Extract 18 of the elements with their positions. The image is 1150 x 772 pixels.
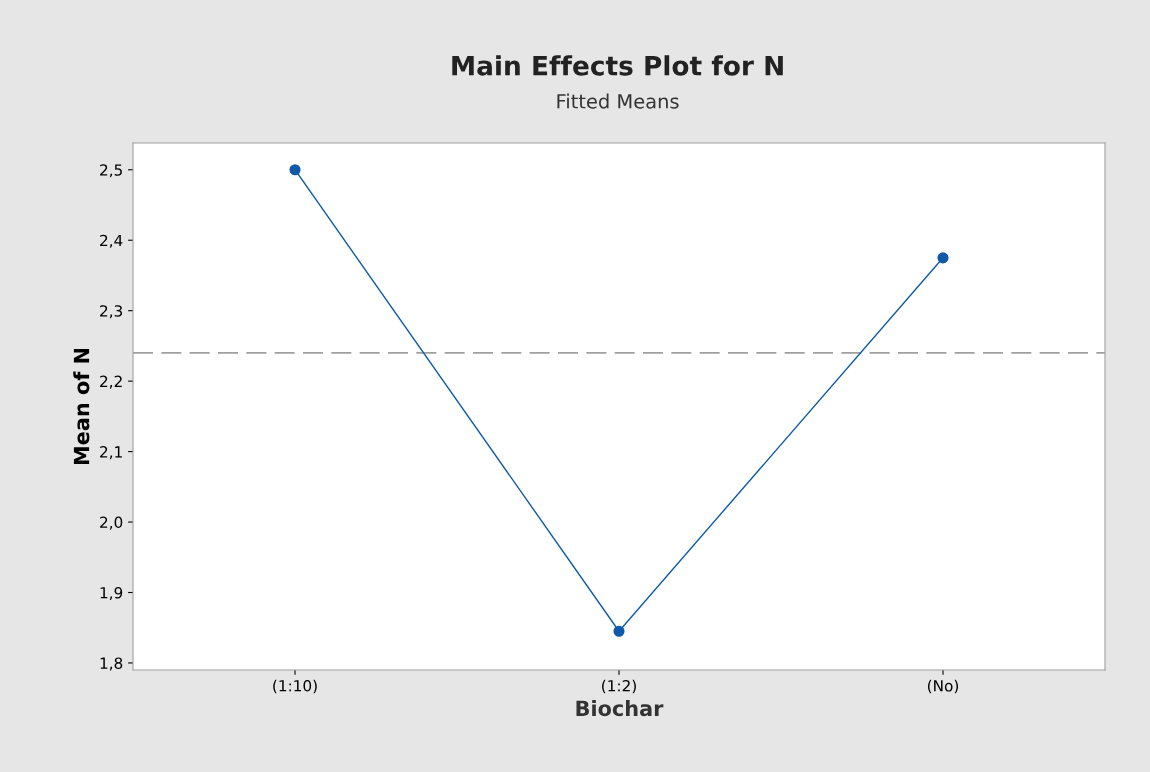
y-tick-label: 2,5 — [100, 164, 122, 178]
y-axis-title: Mean of N — [73, 348, 90, 465]
y-tick-label: 2,2 — [100, 375, 122, 389]
y-tick-label: 2,4 — [100, 234, 123, 248]
y-tick-label: 2,3 — [100, 305, 123, 319]
x-axis-title: Biochar — [576, 700, 664, 717]
y-tick-label: 2,0 — [100, 516, 123, 530]
x-tick-label: (1:2) — [602, 679, 636, 694]
point — [289, 164, 301, 176]
y-tick-label: 2,1 — [100, 446, 122, 460]
chart-title: Main Effects Plot for N — [452, 55, 783, 76]
point — [937, 252, 949, 264]
y-tick-label: 1,9 — [100, 586, 123, 601]
point — [613, 625, 625, 637]
x-tick-label: (No) — [927, 679, 959, 694]
y-tick-label: 1,8 — [100, 657, 123, 671]
chart-subtitle: Fitted Means — [557, 93, 679, 109]
x-tick-label: (1:10) — [273, 679, 317, 694]
